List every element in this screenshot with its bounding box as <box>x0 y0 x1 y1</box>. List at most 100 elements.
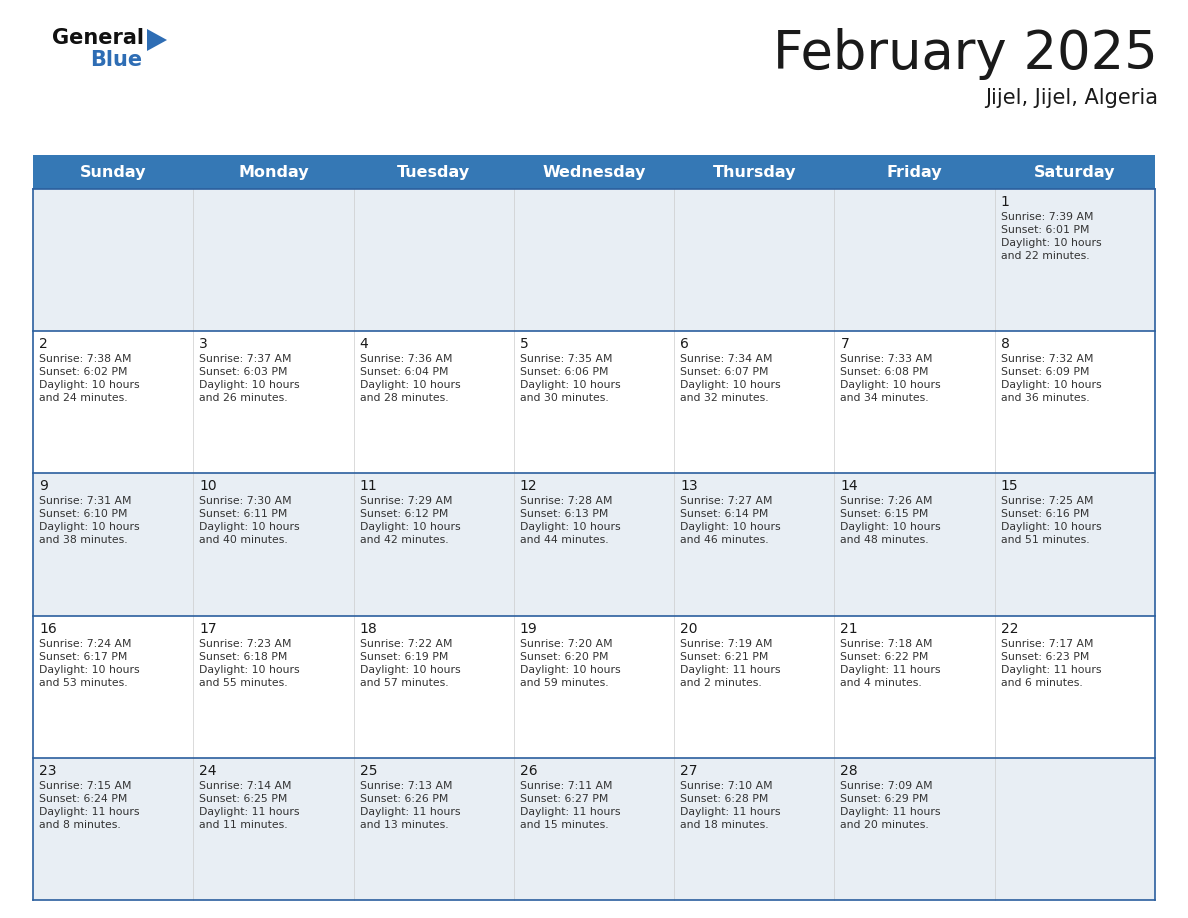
Text: Daylight: 11 hours: Daylight: 11 hours <box>520 807 620 817</box>
Text: Saturday: Saturday <box>1034 164 1116 180</box>
Text: Daylight: 11 hours: Daylight: 11 hours <box>681 665 781 675</box>
Text: Sunrise: 7:25 AM: Sunrise: 7:25 AM <box>1000 497 1093 507</box>
Text: 13: 13 <box>681 479 697 493</box>
Bar <box>33 616 1155 757</box>
Text: Sunrise: 7:38 AM: Sunrise: 7:38 AM <box>39 354 132 364</box>
Text: 3: 3 <box>200 337 208 352</box>
Text: and 15 minutes.: and 15 minutes. <box>520 820 608 830</box>
Text: and 28 minutes.: and 28 minutes. <box>360 393 448 403</box>
Text: Sunset: 6:03 PM: Sunset: 6:03 PM <box>200 367 287 377</box>
Text: Sunrise: 7:39 AM: Sunrise: 7:39 AM <box>1000 212 1093 222</box>
Text: Jijel, Jijel, Algeria: Jijel, Jijel, Algeria <box>985 88 1158 108</box>
Text: Friday: Friday <box>886 164 942 180</box>
Text: and 51 minutes.: and 51 minutes. <box>1000 535 1089 545</box>
Text: 1: 1 <box>1000 195 1010 209</box>
Text: Sunrise: 7:31 AM: Sunrise: 7:31 AM <box>39 497 132 507</box>
Text: and 24 minutes.: and 24 minutes. <box>39 393 127 403</box>
Text: and 32 minutes.: and 32 minutes. <box>681 393 769 403</box>
Text: Monday: Monday <box>238 164 309 180</box>
Text: 7: 7 <box>840 337 849 352</box>
Text: and 11 minutes.: and 11 minutes. <box>200 820 287 830</box>
Text: Daylight: 10 hours: Daylight: 10 hours <box>681 380 781 390</box>
Text: Sunset: 6:23 PM: Sunset: 6:23 PM <box>1000 652 1089 662</box>
Polygon shape <box>147 29 168 51</box>
Text: Sunrise: 7:22 AM: Sunrise: 7:22 AM <box>360 639 453 649</box>
Text: and 57 minutes.: and 57 minutes. <box>360 677 448 688</box>
Text: Daylight: 10 hours: Daylight: 10 hours <box>520 522 620 532</box>
Text: Sunset: 6:21 PM: Sunset: 6:21 PM <box>681 652 769 662</box>
Text: 6: 6 <box>681 337 689 352</box>
Text: 18: 18 <box>360 621 378 635</box>
Text: Sunset: 6:07 PM: Sunset: 6:07 PM <box>681 367 769 377</box>
Text: 16: 16 <box>39 621 57 635</box>
Text: 28: 28 <box>840 764 858 778</box>
Text: Sunset: 6:20 PM: Sunset: 6:20 PM <box>520 652 608 662</box>
Text: Sunrise: 7:24 AM: Sunrise: 7:24 AM <box>39 639 132 649</box>
Text: 12: 12 <box>520 479 537 493</box>
Text: 15: 15 <box>1000 479 1018 493</box>
Text: and 42 minutes.: and 42 minutes. <box>360 535 448 545</box>
Text: Daylight: 10 hours: Daylight: 10 hours <box>1000 522 1101 532</box>
Text: 21: 21 <box>840 621 858 635</box>
Text: Sunset: 6:04 PM: Sunset: 6:04 PM <box>360 367 448 377</box>
Text: and 26 minutes.: and 26 minutes. <box>200 393 287 403</box>
Text: Sunrise: 7:34 AM: Sunrise: 7:34 AM <box>681 354 772 364</box>
Bar <box>33 155 1155 189</box>
Text: Sunset: 6:24 PM: Sunset: 6:24 PM <box>39 794 127 804</box>
Text: Sunrise: 7:28 AM: Sunrise: 7:28 AM <box>520 497 612 507</box>
Text: Sunset: 6:27 PM: Sunset: 6:27 PM <box>520 794 608 804</box>
Text: Sunrise: 7:09 AM: Sunrise: 7:09 AM <box>840 781 933 790</box>
Text: Daylight: 10 hours: Daylight: 10 hours <box>1000 380 1101 390</box>
Text: Sunset: 6:28 PM: Sunset: 6:28 PM <box>681 794 769 804</box>
Text: Daylight: 10 hours: Daylight: 10 hours <box>200 665 299 675</box>
Text: Sunrise: 7:13 AM: Sunrise: 7:13 AM <box>360 781 453 790</box>
Text: Sunrise: 7:33 AM: Sunrise: 7:33 AM <box>840 354 933 364</box>
Text: Daylight: 10 hours: Daylight: 10 hours <box>520 665 620 675</box>
Text: and 13 minutes.: and 13 minutes. <box>360 820 448 830</box>
Text: Sunrise: 7:30 AM: Sunrise: 7:30 AM <box>200 497 292 507</box>
Text: and 22 minutes.: and 22 minutes. <box>1000 251 1089 261</box>
Text: 27: 27 <box>681 764 697 778</box>
Text: and 34 minutes.: and 34 minutes. <box>840 393 929 403</box>
Text: Daylight: 11 hours: Daylight: 11 hours <box>840 807 941 817</box>
Text: Sunrise: 7:32 AM: Sunrise: 7:32 AM <box>1000 354 1093 364</box>
Text: Daylight: 11 hours: Daylight: 11 hours <box>681 807 781 817</box>
Text: Daylight: 11 hours: Daylight: 11 hours <box>39 807 139 817</box>
Text: 8: 8 <box>1000 337 1010 352</box>
Text: Sunrise: 7:35 AM: Sunrise: 7:35 AM <box>520 354 612 364</box>
Text: February 2025: February 2025 <box>773 28 1158 80</box>
Text: and 59 minutes.: and 59 minutes. <box>520 677 608 688</box>
Text: Sunset: 6:17 PM: Sunset: 6:17 PM <box>39 652 127 662</box>
Text: and 46 minutes.: and 46 minutes. <box>681 535 769 545</box>
Text: Daylight: 10 hours: Daylight: 10 hours <box>840 380 941 390</box>
Text: 19: 19 <box>520 621 538 635</box>
Text: Sunrise: 7:19 AM: Sunrise: 7:19 AM <box>681 639 772 649</box>
Bar <box>33 331 1155 474</box>
Text: 17: 17 <box>200 621 217 635</box>
Text: Daylight: 10 hours: Daylight: 10 hours <box>520 380 620 390</box>
Text: Sunset: 6:22 PM: Sunset: 6:22 PM <box>840 652 929 662</box>
Text: 14: 14 <box>840 479 858 493</box>
Text: Sunrise: 7:29 AM: Sunrise: 7:29 AM <box>360 497 453 507</box>
Text: Sunrise: 7:15 AM: Sunrise: 7:15 AM <box>39 781 132 790</box>
Text: Daylight: 11 hours: Daylight: 11 hours <box>840 665 941 675</box>
Bar <box>33 474 1155 616</box>
Text: Sunset: 6:29 PM: Sunset: 6:29 PM <box>840 794 929 804</box>
Text: Wednesday: Wednesday <box>542 164 646 180</box>
Text: 11: 11 <box>360 479 378 493</box>
Text: Sunrise: 7:27 AM: Sunrise: 7:27 AM <box>681 497 772 507</box>
Text: Daylight: 10 hours: Daylight: 10 hours <box>681 522 781 532</box>
Text: and 53 minutes.: and 53 minutes. <box>39 677 127 688</box>
Text: Daylight: 10 hours: Daylight: 10 hours <box>39 380 140 390</box>
Text: and 44 minutes.: and 44 minutes. <box>520 535 608 545</box>
Text: Sunrise: 7:36 AM: Sunrise: 7:36 AM <box>360 354 453 364</box>
Text: Sunrise: 7:17 AM: Sunrise: 7:17 AM <box>1000 639 1093 649</box>
Text: 9: 9 <box>39 479 48 493</box>
Text: Sunset: 6:08 PM: Sunset: 6:08 PM <box>840 367 929 377</box>
Text: General: General <box>52 28 144 48</box>
Text: Sunset: 6:09 PM: Sunset: 6:09 PM <box>1000 367 1089 377</box>
Text: and 18 minutes.: and 18 minutes. <box>681 820 769 830</box>
Text: Sunset: 6:25 PM: Sunset: 6:25 PM <box>200 794 287 804</box>
Text: Daylight: 10 hours: Daylight: 10 hours <box>39 665 140 675</box>
Text: Sunrise: 7:11 AM: Sunrise: 7:11 AM <box>520 781 612 790</box>
